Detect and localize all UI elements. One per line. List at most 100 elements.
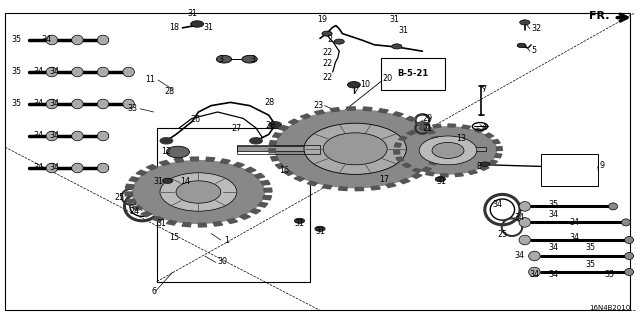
Polygon shape [279,125,289,131]
Text: 35: 35 [11,36,21,44]
Circle shape [432,142,464,158]
Text: 35: 35 [585,244,595,252]
Text: 6: 6 [151,287,156,296]
Circle shape [216,55,232,63]
Text: 34: 34 [529,270,540,279]
Bar [237,146,320,151]
Polygon shape [461,125,470,129]
Polygon shape [426,172,435,176]
Polygon shape [206,157,215,162]
Ellipse shape [123,99,134,109]
Text: 34: 34 [548,270,559,279]
Ellipse shape [46,99,58,109]
Polygon shape [220,159,230,164]
Text: 31: 31 [398,26,408,35]
Polygon shape [314,110,324,115]
Text: 1: 1 [224,236,229,245]
Ellipse shape [123,67,134,77]
Polygon shape [396,157,404,161]
Text: 29: 29 [422,114,433,123]
Text: 28: 28 [164,87,175,96]
Text: 31: 31 [187,9,197,18]
Polygon shape [363,107,372,111]
Polygon shape [435,145,442,149]
Ellipse shape [519,235,531,245]
Text: 3: 3 [250,55,255,64]
Text: 34: 34 [548,244,559,252]
Text: 34: 34 [49,132,60,140]
Text: 27: 27 [232,124,242,133]
Polygon shape [412,168,422,172]
Polygon shape [399,127,497,174]
Text: 34: 34 [548,210,559,219]
Polygon shape [440,174,448,177]
Text: 34: 34 [515,213,525,222]
Text: 19: 19 [317,15,328,24]
Polygon shape [269,149,276,153]
Polygon shape [300,114,311,119]
Circle shape [160,173,237,211]
Circle shape [481,162,490,166]
Text: 34: 34 [492,200,502,209]
Bar [541,154,598,186]
Polygon shape [393,112,403,116]
Polygon shape [125,192,133,196]
Text: 7: 7 [481,85,486,94]
Text: 13: 13 [456,134,466,143]
Ellipse shape [625,252,634,260]
Text: 35: 35 [604,270,614,279]
Polygon shape [496,147,502,150]
Text: 35: 35 [11,100,21,108]
Polygon shape [147,165,157,170]
Polygon shape [484,133,494,138]
Polygon shape [434,153,441,157]
Circle shape [160,138,173,144]
Bar [381,58,445,90]
Text: 23: 23 [313,101,323,110]
Ellipse shape [519,202,531,211]
Circle shape [323,133,387,165]
Polygon shape [260,180,270,185]
Text: 9: 9 [599,161,604,170]
Text: 35: 35 [548,200,559,209]
Polygon shape [234,162,244,167]
Polygon shape [448,124,456,127]
Polygon shape [159,161,170,165]
Ellipse shape [46,163,58,173]
Polygon shape [386,183,396,188]
Circle shape [176,181,221,203]
Circle shape [520,20,530,25]
Circle shape [435,177,445,182]
Ellipse shape [621,219,630,226]
Polygon shape [166,220,177,225]
Bar [157,128,310,282]
Polygon shape [371,186,380,190]
Ellipse shape [529,251,540,261]
Polygon shape [480,166,489,170]
Polygon shape [258,202,268,207]
Bar [442,147,486,151]
Text: 34: 34 [33,100,44,108]
Text: 34: 34 [49,68,60,76]
Polygon shape [127,199,136,204]
Text: 34: 34 [49,164,60,172]
Polygon shape [322,185,332,189]
Ellipse shape [519,218,531,227]
Polygon shape [269,140,276,145]
Circle shape [348,82,360,88]
Ellipse shape [72,67,83,77]
Text: 28: 28 [266,121,276,130]
Polygon shape [406,116,416,121]
Text: 4: 4 [481,124,486,132]
Polygon shape [275,164,285,169]
Text: 3: 3 [218,55,223,64]
Text: 31: 31 [154,177,164,186]
Polygon shape [227,219,237,223]
Bar [237,145,320,154]
Polygon shape [182,222,191,227]
Polygon shape [262,196,271,200]
Text: 34: 34 [33,132,44,140]
Ellipse shape [46,131,58,141]
Text: 11: 11 [145,75,156,84]
Text: 30: 30 [218,257,228,266]
